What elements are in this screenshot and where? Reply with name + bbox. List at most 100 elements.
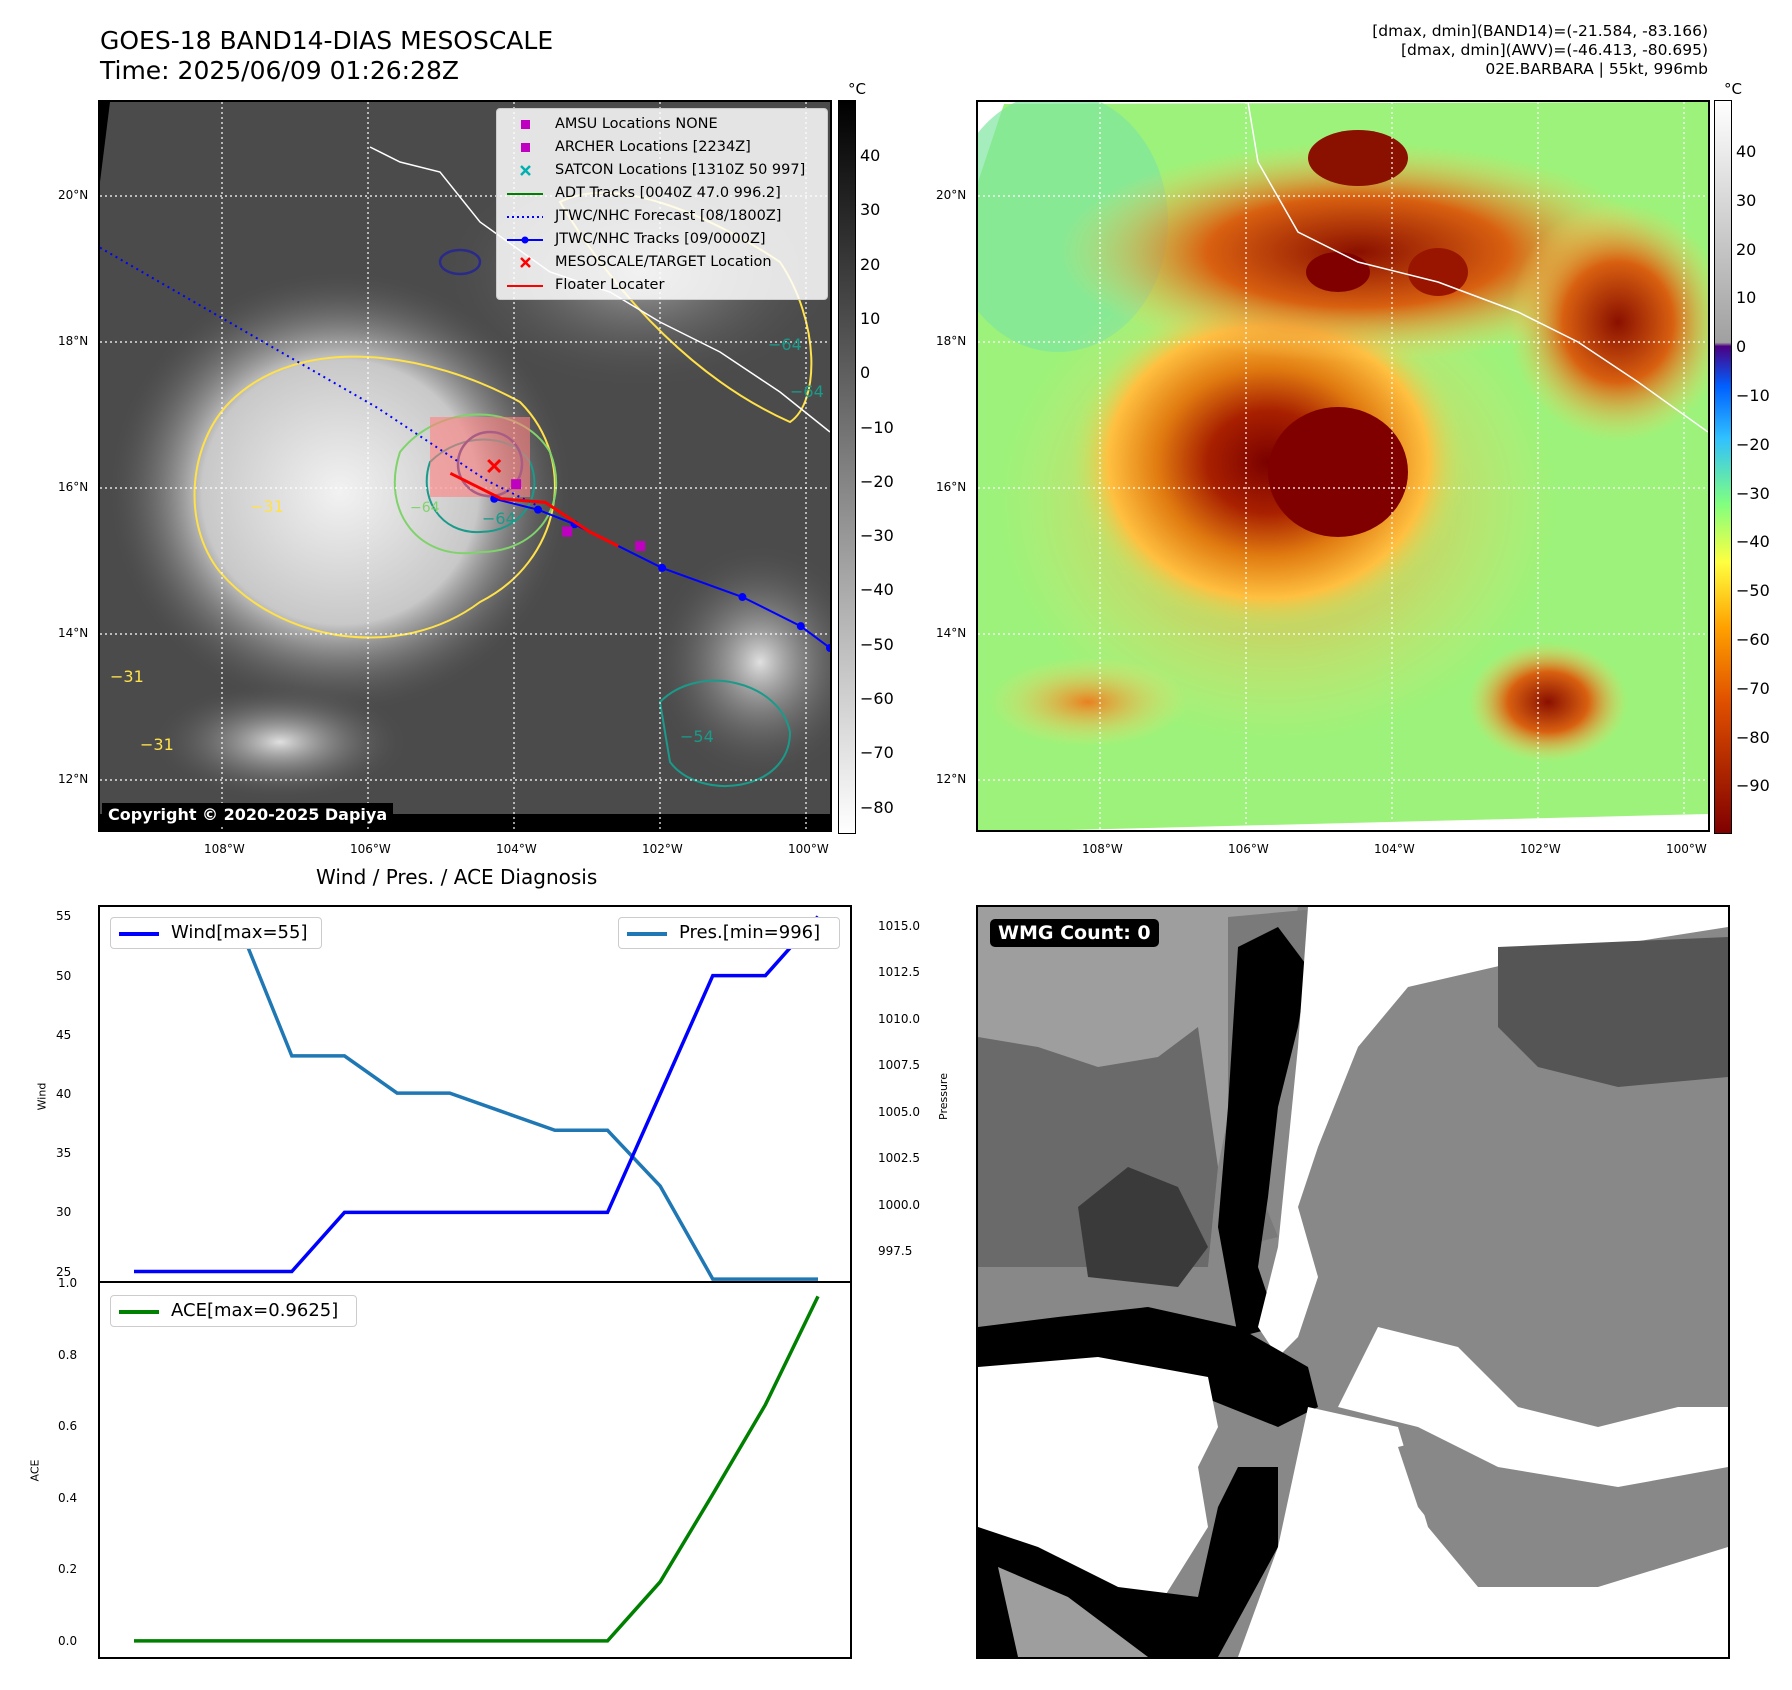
wmg-count-badge: WMG Count: 0 — [990, 919, 1159, 947]
awv-colorbar-tick: 20 — [1736, 239, 1757, 259]
lat-tick-label: 20°N — [58, 188, 89, 202]
ir-colorbar-tick: 10 — [860, 308, 881, 328]
pressure-tick-label: 1015.0 — [878, 918, 920, 933]
awv-colorbar-tick: −40 — [1736, 532, 1770, 552]
wmg-canvas — [978, 907, 1728, 1657]
awv-eyewall — [1268, 407, 1408, 537]
storm-cloud-shield — [110, 272, 570, 712]
legend-entry: AMSU Locations NONE — [505, 113, 821, 136]
lon-tick-label: 102°W — [1520, 842, 1561, 856]
contour-green — [393, 413, 558, 555]
pres-legend-label: Pres.[min=996] — [679, 922, 821, 943]
legend-x-marker — [520, 165, 531, 176]
cloud-cluster-sw — [150, 682, 410, 802]
contour-north-cell — [438, 248, 482, 276]
ace-tick-label: 0.8 — [58, 1347, 78, 1362]
legend-symbol — [507, 193, 543, 195]
wmg-white-mid — [1338, 1327, 1728, 1487]
awv-colorbar-tick: −60 — [1736, 630, 1770, 649]
awv-cell-b — [1306, 252, 1370, 292]
awv-map-panel — [976, 100, 1710, 832]
info-band14: [dmax, dmin](BAND14)=(-21.584, -83.166) — [1372, 22, 1708, 40]
archer-location-marker — [511, 479, 522, 490]
awv-colorbar-tick: −30 — [1736, 483, 1770, 503]
wind-pres-panel: Wind[max=55] Pres.[min=996] — [98, 905, 852, 1283]
wmg-panel: WMG Count: 0 — [976, 905, 1730, 1659]
legend-symbol — [521, 120, 530, 129]
lon-tick-label: 108°W — [1082, 842, 1123, 856]
legend-label: JTWC/NHC Tracks [09/0000Z] — [555, 231, 766, 247]
pres-legend: Pres.[min=996] — [618, 917, 840, 949]
pressure-tick-label: 997.5 — [878, 1244, 913, 1259]
legend-entry: SATCON Locations [1310Z 50 997] — [505, 159, 821, 182]
lon-tick-label: 108°W — [204, 842, 245, 856]
pressure-tick-label: 1002.5 — [878, 1151, 920, 1166]
cloud-cluster-se — [650, 542, 830, 782]
legend-label: SATCON Locations [1310Z 50 997] — [555, 162, 806, 178]
lon-tick-label: 102°W — [642, 842, 683, 856]
legend-square-marker — [521, 143, 530, 152]
pressure-series-line — [134, 923, 818, 1281]
info-awv: [dmax, dmin](AWV)=(-46.413, -80.695) — [1401, 41, 1708, 59]
wmg-gray-south-cell — [1398, 1427, 1578, 1557]
ace-ylabel: ACE — [28, 1459, 42, 1482]
target-location-marker — [487, 458, 502, 474]
jtwc-track-point — [658, 563, 667, 572]
awv-colorbar-tick: −10 — [1736, 386, 1770, 405]
ir-colorbar-tick: 40 — [860, 146, 881, 165]
lon-tick-label: 100°W — [1666, 842, 1707, 856]
awv-colorbar-tick: −70 — [1736, 678, 1770, 698]
wmg-white-south — [1238, 1407, 1728, 1657]
legend-symbol — [507, 285, 543, 287]
lon-tick-label: 100°W — [788, 842, 829, 856]
wmg-white-blob — [978, 1357, 1218, 1607]
ir-map-panel: −64 −31 −31 −31 −54 −64 −64 −64 Copyrigh… — [98, 100, 832, 832]
coastline — [1247, 102, 1708, 433]
wind-tick-label: 40 — [56, 1087, 72, 1101]
legend-label: Floater Locater — [555, 277, 665, 293]
info-storm: 02E.BARBARA | 55kt, 996mb — [1485, 60, 1708, 78]
awv-gridlines — [978, 102, 1708, 830]
ace-tick-label: 1.0 — [58, 1276, 78, 1290]
page-title: GOES-18 BAND14-DIAS MESOSCALE — [100, 26, 554, 55]
wind-legend: Wind[max=55] — [110, 917, 322, 949]
legend-dot-marker — [521, 236, 529, 244]
legend-symbol — [520, 165, 531, 176]
legend-label: AMSU Locations NONE — [555, 116, 718, 132]
wmg-dark-gray-ne — [1498, 937, 1728, 1087]
pressure-tick-label: 1000.0 — [878, 1197, 920, 1212]
legend-symbol — [520, 257, 531, 268]
ace-tick-label: 0.0 — [58, 1633, 78, 1648]
copyright-label: Copyright © 2020-2025 Dapiya — [102, 803, 394, 826]
awv-colorbar-tick: 30 — [1736, 190, 1757, 210]
awv-north-cell — [1308, 130, 1408, 186]
wind-tick-label: 55 — [56, 909, 72, 924]
wmg-darkest-cell — [1078, 1167, 1208, 1287]
awv-colorbar-tick: 0 — [1736, 337, 1747, 357]
track-overlay — [100, 246, 830, 652]
legend-entry: ARCHER Locations [2234Z] — [505, 136, 821, 159]
contour-yellow-outer — [193, 355, 556, 639]
archer-location-marker — [635, 541, 646, 552]
ace-canvas — [134, 1295, 820, 1643]
legend-entry: JTWC/NHC Forecast [08/1800Z] — [505, 205, 821, 228]
awv-se-cell — [1468, 642, 1628, 762]
wmg-white-band — [1258, 907, 1728, 1357]
ir-colorbar-tick: −60 — [860, 689, 894, 708]
legend-entry: Floater Locater — [505, 274, 821, 297]
wind-ylabel: Wind — [35, 1082, 49, 1111]
awv-colorbar — [1714, 100, 1732, 834]
ace-tick-label: 0.2 — [58, 1562, 78, 1577]
awv-storm-core — [1068, 292, 1468, 632]
timestamp: Time: 2025/06/09 01:26:28Z — [100, 56, 459, 85]
jtwc-forecast-track — [100, 246, 539, 507]
ace-tick-label: 0.6 — [58, 1419, 78, 1434]
wind-series-line — [134, 915, 820, 1274]
pres-ylabel: Pressure — [936, 1073, 950, 1120]
pressure-tick-label: 1012.5 — [878, 965, 920, 980]
floater-track — [449, 471, 619, 548]
wind-legend-label: Wind[max=55] — [171, 922, 308, 943]
ir-colorbar-tick: 30 — [860, 200, 881, 220]
jtwc-track-point — [796, 622, 805, 631]
lat-tick-label: 16°N — [936, 480, 967, 494]
